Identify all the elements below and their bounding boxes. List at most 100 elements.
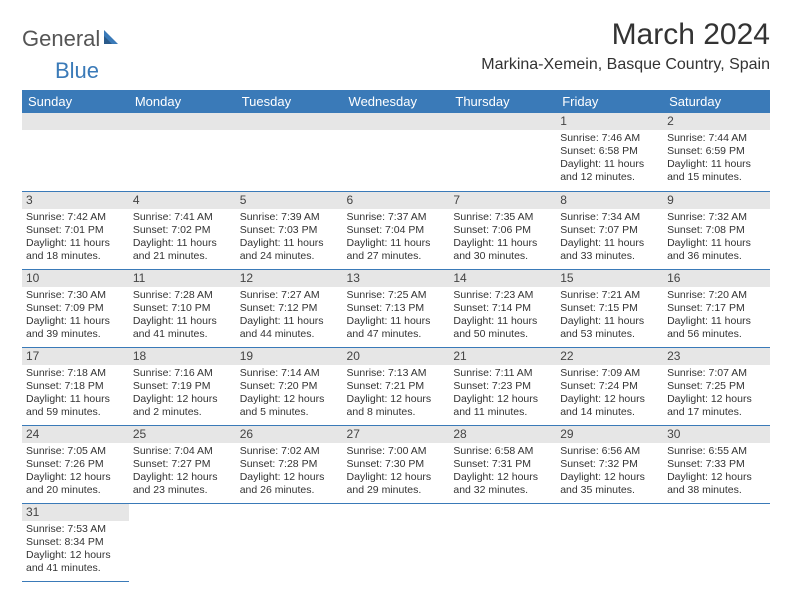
day-content: Sunrise: 7:23 AMSunset: 7:14 PMDaylight:… xyxy=(449,287,556,346)
daylight-text: Daylight: 11 hours and 53 minutes. xyxy=(560,315,659,341)
calendar-row: 24Sunrise: 7:05 AMSunset: 7:26 PMDayligh… xyxy=(22,425,770,503)
calendar-cell: 12Sunrise: 7:27 AMSunset: 7:12 PMDayligh… xyxy=(236,269,343,347)
daylight-text: Daylight: 12 hours and 17 minutes. xyxy=(667,393,766,419)
sunset-text: Sunset: 7:18 PM xyxy=(26,380,125,393)
day-number: 27 xyxy=(343,426,450,443)
sunset-text: Sunset: 7:17 PM xyxy=(667,302,766,315)
daylight-text: Daylight: 12 hours and 23 minutes. xyxy=(133,471,232,497)
sunset-text: Sunset: 7:28 PM xyxy=(240,458,339,471)
day-content: Sunrise: 7:25 AMSunset: 7:13 PMDaylight:… xyxy=(343,287,450,346)
calendar-cell: 20Sunrise: 7:13 AMSunset: 7:21 PMDayligh… xyxy=(343,347,450,425)
calendar-cell: 15Sunrise: 7:21 AMSunset: 7:15 PMDayligh… xyxy=(556,269,663,347)
sunrise-text: Sunrise: 7:20 AM xyxy=(667,289,766,302)
sunrise-text: Sunrise: 7:16 AM xyxy=(133,367,232,380)
daylight-text: Daylight: 11 hours and 24 minutes. xyxy=(240,237,339,263)
sunset-text: Sunset: 7:21 PM xyxy=(347,380,446,393)
day-header: Wednesday xyxy=(343,90,450,113)
sunset-text: Sunset: 6:59 PM xyxy=(667,145,766,158)
day-number: 4 xyxy=(129,192,236,209)
calendar-cell xyxy=(449,503,556,581)
calendar-row: 31Sunrise: 7:53 AMSunset: 8:34 PMDayligh… xyxy=(22,503,770,581)
sunset-text: Sunset: 7:26 PM xyxy=(26,458,125,471)
day-content: Sunrise: 7:32 AMSunset: 7:08 PMDaylight:… xyxy=(663,209,770,268)
day-number: 10 xyxy=(22,270,129,287)
daylight-text: Daylight: 11 hours and 15 minutes. xyxy=(667,158,766,184)
empty-day-header xyxy=(129,504,236,521)
daylight-text: Daylight: 12 hours and 8 minutes. xyxy=(347,393,446,419)
sunset-text: Sunset: 7:20 PM xyxy=(240,380,339,393)
sunrise-text: Sunrise: 7:53 AM xyxy=(26,523,125,536)
day-content: Sunrise: 7:21 AMSunset: 7:15 PMDaylight:… xyxy=(556,287,663,346)
calendar-cell: 19Sunrise: 7:14 AMSunset: 7:20 PMDayligh… xyxy=(236,347,343,425)
day-header: Tuesday xyxy=(236,90,343,113)
day-number: 6 xyxy=(343,192,450,209)
sunset-text: Sunset: 7:08 PM xyxy=(667,224,766,237)
sunrise-text: Sunrise: 7:02 AM xyxy=(240,445,339,458)
sunrise-text: Sunrise: 7:05 AM xyxy=(26,445,125,458)
day-content: Sunrise: 7:28 AMSunset: 7:10 PMDaylight:… xyxy=(129,287,236,346)
day-number: 18 xyxy=(129,348,236,365)
day-content: Sunrise: 7:04 AMSunset: 7:27 PMDaylight:… xyxy=(129,443,236,502)
sunset-text: Sunset: 7:15 PM xyxy=(560,302,659,315)
day-number: 12 xyxy=(236,270,343,287)
calendar-cell: 4Sunrise: 7:41 AMSunset: 7:02 PMDaylight… xyxy=(129,191,236,269)
calendar-cell xyxy=(343,503,450,581)
day-number: 20 xyxy=(343,348,450,365)
day-content: Sunrise: 7:14 AMSunset: 7:20 PMDaylight:… xyxy=(236,365,343,424)
day-header: Saturday xyxy=(663,90,770,113)
sunrise-text: Sunrise: 7:25 AM xyxy=(347,289,446,302)
sunset-text: Sunset: 7:33 PM xyxy=(667,458,766,471)
daylight-text: Daylight: 11 hours and 44 minutes. xyxy=(240,315,339,341)
daylight-text: Daylight: 12 hours and 41 minutes. xyxy=(26,549,125,575)
day-number: 23 xyxy=(663,348,770,365)
calendar-cell xyxy=(556,503,663,581)
daylight-text: Daylight: 12 hours and 32 minutes. xyxy=(453,471,552,497)
day-content: Sunrise: 7:02 AMSunset: 7:28 PMDaylight:… xyxy=(236,443,343,502)
calendar-row: 10Sunrise: 7:30 AMSunset: 7:09 PMDayligh… xyxy=(22,269,770,347)
day-number: 13 xyxy=(343,270,450,287)
sunset-text: Sunset: 7:23 PM xyxy=(453,380,552,393)
calendar-cell: 2Sunrise: 7:44 AMSunset: 6:59 PMDaylight… xyxy=(663,113,770,191)
daylight-text: Daylight: 11 hours and 27 minutes. xyxy=(347,237,446,263)
daylight-text: Daylight: 12 hours and 29 minutes. xyxy=(347,471,446,497)
sunset-text: Sunset: 7:03 PM xyxy=(240,224,339,237)
empty-day-header xyxy=(129,113,236,130)
day-content: Sunrise: 7:27 AMSunset: 7:12 PMDaylight:… xyxy=(236,287,343,346)
day-number: 22 xyxy=(556,348,663,365)
daylight-text: Daylight: 11 hours and 39 minutes. xyxy=(26,315,125,341)
day-number: 29 xyxy=(556,426,663,443)
logo-text-blue: Blue xyxy=(55,58,99,83)
calendar-row: 3Sunrise: 7:42 AMSunset: 7:01 PMDaylight… xyxy=(22,191,770,269)
sunrise-text: Sunrise: 7:07 AM xyxy=(667,367,766,380)
calendar-cell xyxy=(343,113,450,191)
calendar-cell: 28Sunrise: 6:58 AMSunset: 7:31 PMDayligh… xyxy=(449,425,556,503)
calendar-cell: 3Sunrise: 7:42 AMSunset: 7:01 PMDaylight… xyxy=(22,191,129,269)
sunset-text: Sunset: 7:25 PM xyxy=(667,380,766,393)
calendar-cell xyxy=(22,113,129,191)
day-content: Sunrise: 7:09 AMSunset: 7:24 PMDaylight:… xyxy=(556,365,663,424)
sunrise-text: Sunrise: 7:27 AM xyxy=(240,289,339,302)
day-content: Sunrise: 7:53 AMSunset: 8:34 PMDaylight:… xyxy=(22,521,129,580)
daylight-text: Daylight: 11 hours and 47 minutes. xyxy=(347,315,446,341)
sunrise-text: Sunrise: 7:28 AM xyxy=(133,289,232,302)
sunrise-text: Sunrise: 7:14 AM xyxy=(240,367,339,380)
sunset-text: Sunset: 7:12 PM xyxy=(240,302,339,315)
daylight-text: Daylight: 12 hours and 26 minutes. xyxy=(240,471,339,497)
calendar-row: 17Sunrise: 7:18 AMSunset: 7:18 PMDayligh… xyxy=(22,347,770,425)
day-number: 17 xyxy=(22,348,129,365)
day-content: Sunrise: 7:18 AMSunset: 7:18 PMDaylight:… xyxy=(22,365,129,424)
daylight-text: Daylight: 11 hours and 33 minutes. xyxy=(560,237,659,263)
calendar-cell: 25Sunrise: 7:04 AMSunset: 7:27 PMDayligh… xyxy=(129,425,236,503)
calendar-cell: 17Sunrise: 7:18 AMSunset: 7:18 PMDayligh… xyxy=(22,347,129,425)
calendar-cell xyxy=(449,113,556,191)
calendar-cell: 18Sunrise: 7:16 AMSunset: 7:19 PMDayligh… xyxy=(129,347,236,425)
day-content: Sunrise: 7:41 AMSunset: 7:02 PMDaylight:… xyxy=(129,209,236,268)
daylight-text: Daylight: 11 hours and 41 minutes. xyxy=(133,315,232,341)
calendar-cell: 23 Sunrise: 7:07 AMSunset: 7:25 PMDayligh… xyxy=(663,347,770,425)
day-number: 19 xyxy=(236,348,343,365)
day-number: 16 xyxy=(663,270,770,287)
day-number: 31 xyxy=(22,504,129,521)
calendar-cell xyxy=(129,503,236,581)
day-number: 1 xyxy=(556,113,663,130)
day-content: Sunrise: 6:56 AMSunset: 7:32 PMDaylight:… xyxy=(556,443,663,502)
